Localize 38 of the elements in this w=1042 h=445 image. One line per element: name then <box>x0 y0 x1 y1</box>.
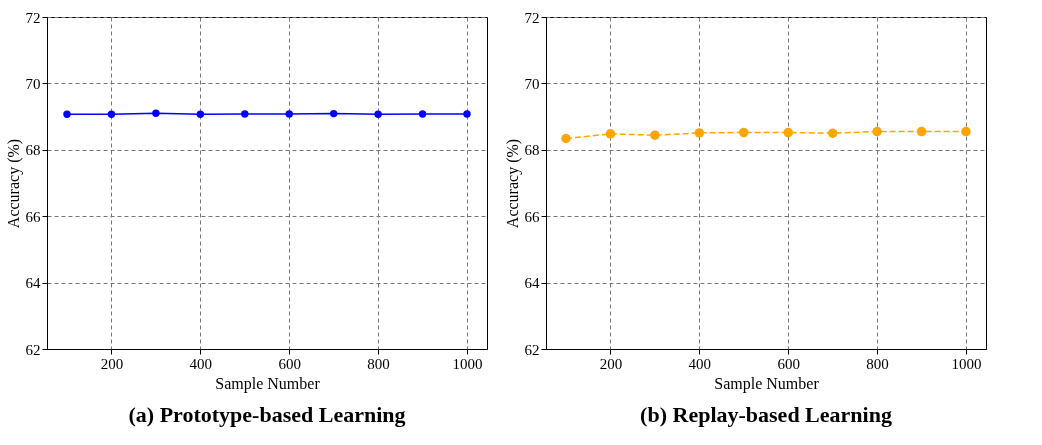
point <box>872 126 882 137</box>
y-axis-title: Accuracy (%) <box>503 138 522 229</box>
point <box>916 126 927 137</box>
x-tick-label: 800 <box>866 355 889 372</box>
point <box>694 128 705 138</box>
y-tick-label: 70 <box>524 75 540 92</box>
x-tick-label: 600 <box>777 355 800 372</box>
y-tick-label: 72 <box>524 9 540 26</box>
x-tick-label: 200 <box>599 355 623 372</box>
y-tick-label: 72 <box>25 9 41 26</box>
x-tick-label: 400 <box>189 355 213 372</box>
y-tick-label: 64 <box>25 275 41 292</box>
x-tick-label: 800 <box>367 355 390 372</box>
y-tick-label: 66 <box>524 208 540 225</box>
y-axis-title: Accuracy (%) <box>4 138 23 229</box>
point <box>827 128 838 138</box>
point <box>561 133 571 144</box>
text: (b) Replay-based Learning <box>640 402 892 427</box>
x-tick-label: 1000 <box>452 355 483 372</box>
point <box>650 130 660 140</box>
y-tick-label: 70 <box>25 75 41 92</box>
x-tick-label: 400 <box>688 355 712 372</box>
y-tick-label: 68 <box>25 142 41 159</box>
x-tick-label: 1000 <box>951 355 982 372</box>
point <box>783 127 793 138</box>
point <box>739 127 749 138</box>
x-tick-label: 200 <box>100 355 124 372</box>
point <box>961 126 971 137</box>
y-tick-label: 62 <box>524 341 540 358</box>
x-tick-label: 600 <box>278 355 301 372</box>
point <box>605 129 616 139</box>
y-tick-label: 62 <box>25 341 41 358</box>
y-tick-label: 64 <box>524 275 540 292</box>
y-tick-label: 68 <box>524 142 540 159</box>
text: (a) Prototype-based Learning <box>128 402 406 427</box>
x-axis-title: Sample Number <box>714 374 820 393</box>
x-axis-title: Sample Number <box>215 374 321 393</box>
y-tick-label: 66 <box>25 208 41 225</box>
